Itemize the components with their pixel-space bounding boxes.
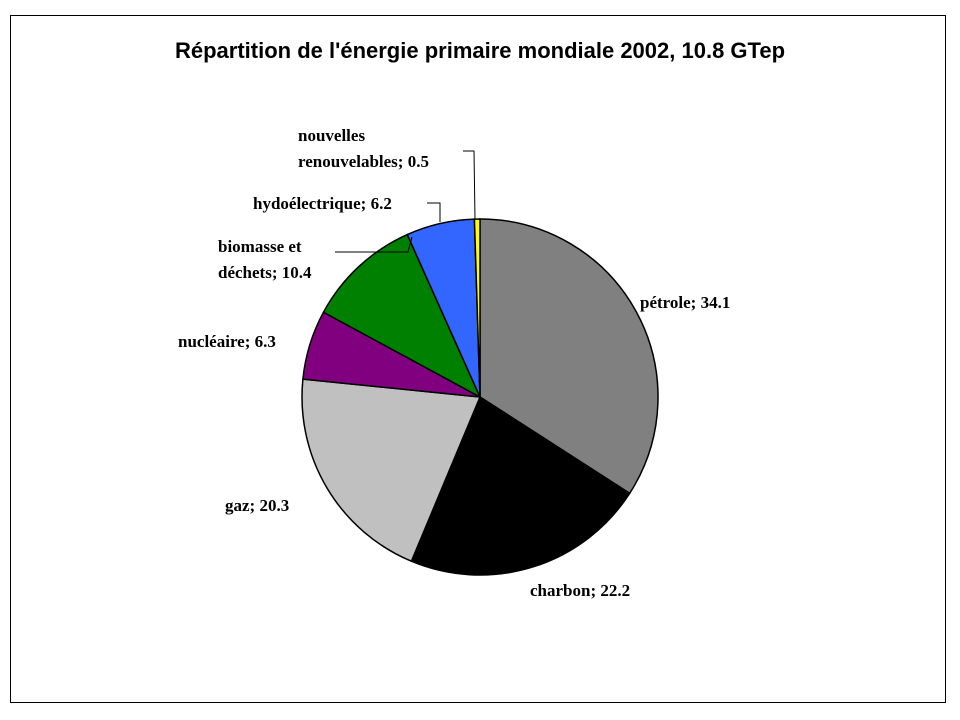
- chart-title: Répartition de l'énergie primaire mondia…: [174, 38, 786, 63]
- leader-line-hydoélectrique: [427, 202, 441, 222]
- slice-label-gaz: gaz; 20.3: [225, 496, 289, 515]
- slice-label-charbon: charbon; 22.2: [530, 581, 630, 600]
- slice-label-pétrole: pétrole; 34.1: [640, 293, 730, 312]
- slice-label-nouvelles-renouvelables: nouvelles renouvelables; 0.5: [298, 126, 429, 171]
- slice-label-biomasse-et-déchets: biomasse et déchets; 10.4: [218, 237, 312, 282]
- leader-line-biomasse-et-déchets: [335, 236, 413, 253]
- slice-label-nucléaire: nucléaire; 6.3: [178, 332, 276, 351]
- pie-slice-biomasse-et-déchets: [322, 233, 482, 399]
- pie-slice-charbon: [410, 395, 631, 576]
- pie-slice-nouvelles-renouvelables: [473, 218, 481, 398]
- slice-label-hydoélectrique: hydoélectrique; 6.2: [253, 194, 392, 213]
- leader-line-nouvelles-renouvelables: [463, 150, 476, 220]
- pie-slice-gaz: [301, 378, 482, 563]
